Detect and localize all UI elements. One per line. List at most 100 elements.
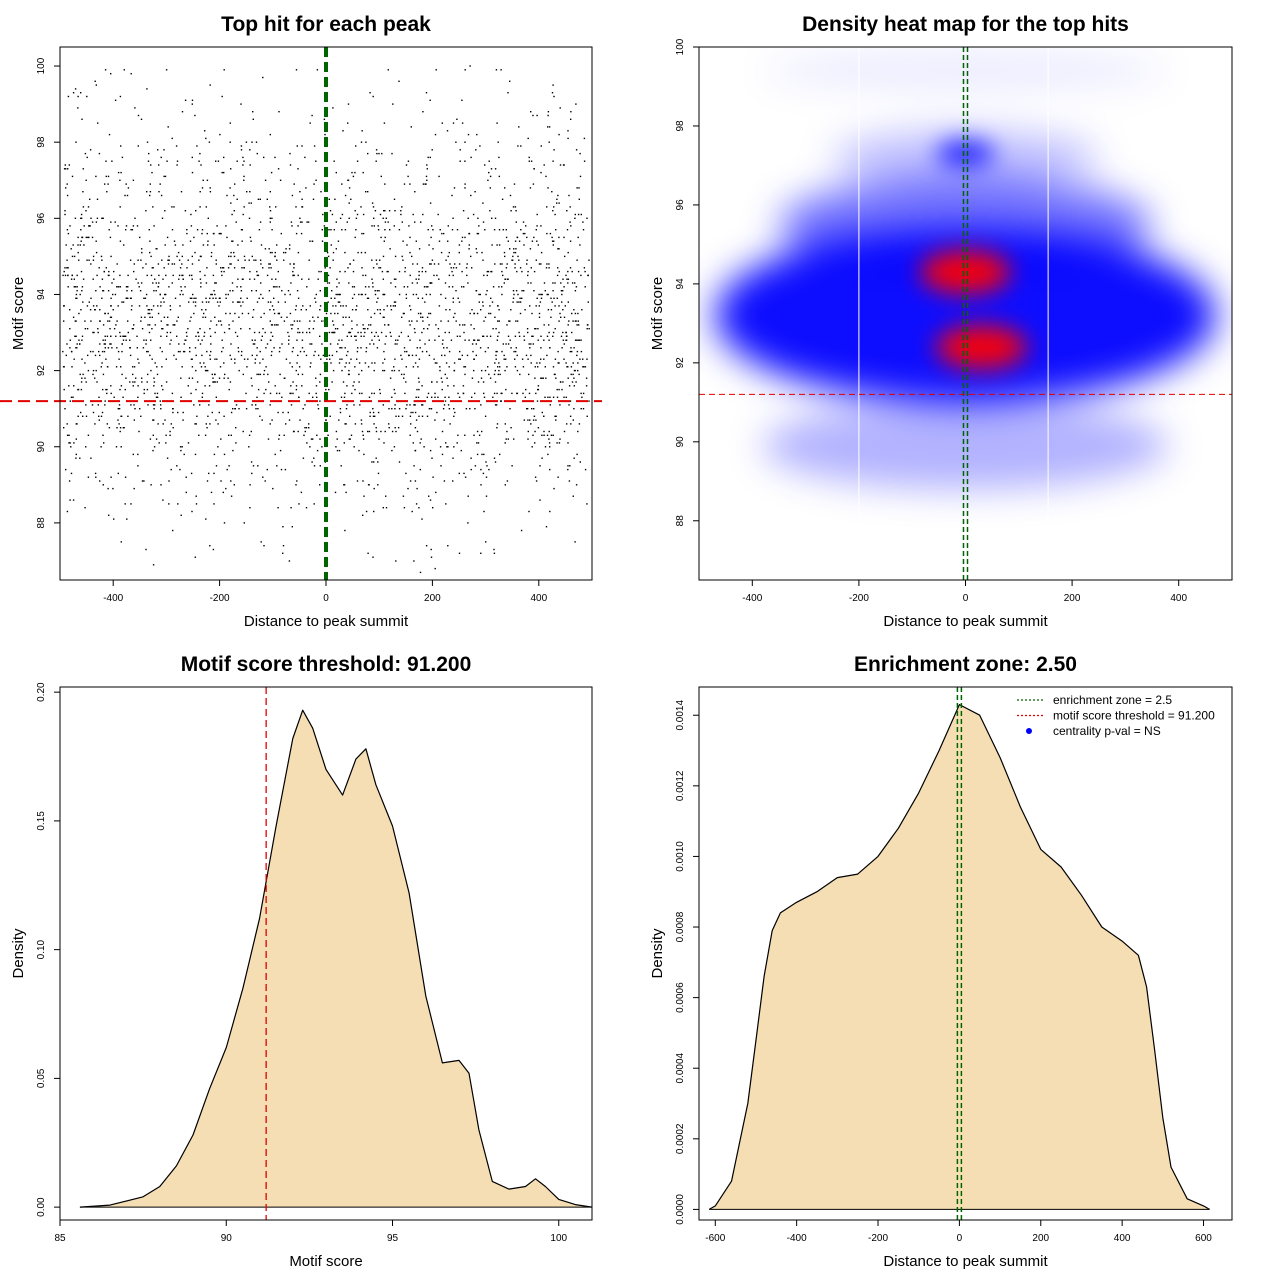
data-point	[430, 408, 432, 410]
data-point	[500, 69, 502, 71]
data-point	[473, 358, 475, 360]
data-point	[104, 335, 106, 337]
data-point	[498, 229, 501, 231]
data-point	[393, 446, 396, 448]
data-point	[449, 263, 451, 265]
data-point	[569, 240, 572, 242]
data-point	[119, 286, 122, 288]
data-point	[97, 404, 99, 406]
data-point	[157, 149, 159, 151]
data-point	[464, 476, 467, 478]
data-point	[568, 480, 571, 482]
data-point	[223, 331, 226, 334]
data-point	[514, 358, 516, 360]
data-point	[259, 362, 261, 364]
data-point	[332, 369, 335, 372]
data-point	[361, 267, 363, 269]
data-point	[367, 484, 370, 486]
data-point	[219, 133, 221, 136]
data-point	[264, 331, 266, 334]
data-point	[165, 434, 167, 436]
data-point	[237, 259, 239, 261]
data-point	[291, 350, 294, 353]
data-point	[390, 282, 392, 284]
data-point	[305, 354, 308, 357]
data-point	[445, 442, 447, 444]
data-point	[405, 472, 407, 475]
data-point	[328, 282, 331, 284]
data-point	[143, 339, 145, 341]
data-point	[207, 369, 209, 372]
data-point	[391, 396, 393, 398]
data-point	[117, 225, 119, 227]
data-point	[360, 293, 362, 296]
data-point	[262, 328, 264, 330]
data-point	[125, 297, 127, 299]
data-point	[384, 229, 386, 231]
data-point	[498, 309, 500, 311]
data-point	[288, 419, 291, 421]
data-point	[496, 392, 498, 395]
data-point	[121, 301, 123, 303]
data-point	[510, 347, 512, 349]
data-point	[498, 369, 500, 372]
data-point	[375, 259, 378, 261]
data-point	[110, 297, 112, 299]
data-point	[305, 427, 308, 429]
data-point	[506, 430, 508, 433]
data-point	[482, 202, 484, 204]
data-point	[492, 396, 494, 398]
data-point	[309, 331, 311, 334]
data-point	[168, 503, 170, 505]
data-point	[551, 236, 553, 239]
data-point	[347, 103, 350, 105]
data-point	[371, 259, 373, 261]
data-point	[295, 484, 297, 486]
data-point	[454, 411, 456, 414]
data-point	[443, 404, 446, 406]
data-point	[195, 388, 197, 391]
data-point	[101, 259, 103, 261]
data-point	[416, 487, 418, 490]
data-point	[152, 267, 154, 269]
data-point	[558, 362, 560, 364]
data-point	[103, 350, 106, 353]
data-point	[540, 263, 542, 265]
data-point	[120, 541, 122, 543]
data-point	[203, 335, 205, 337]
data-point	[371, 461, 373, 463]
data-point	[251, 255, 253, 258]
data-point	[463, 286, 465, 288]
data-point	[149, 240, 151, 242]
data-point	[553, 240, 555, 242]
data-point	[571, 350, 573, 353]
data-point	[507, 438, 509, 440]
data-point	[290, 324, 292, 326]
data-point	[194, 347, 197, 349]
data-point	[126, 297, 129, 299]
data-point	[518, 301, 520, 303]
data-point	[477, 442, 480, 444]
data-point	[495, 350, 497, 353]
data-point	[98, 152, 101, 155]
data-point	[179, 446, 182, 448]
data-point	[190, 392, 192, 395]
data-point	[482, 221, 485, 223]
data-point	[164, 175, 167, 178]
data-point	[348, 438, 350, 440]
data-point	[196, 415, 198, 417]
data-point	[373, 369, 375, 372]
data-point	[398, 415, 400, 417]
data-point	[185, 339, 187, 341]
data-point	[372, 411, 375, 414]
data-point	[67, 267, 69, 269]
y-axis-label: Density	[10, 928, 27, 979]
data-point	[98, 350, 100, 353]
data-point	[385, 335, 387, 337]
data-point	[242, 301, 244, 303]
data-point	[130, 297, 132, 299]
data-point	[452, 297, 454, 299]
data-point	[260, 263, 262, 265]
data-point	[497, 305, 499, 307]
data-point	[425, 92, 428, 94]
